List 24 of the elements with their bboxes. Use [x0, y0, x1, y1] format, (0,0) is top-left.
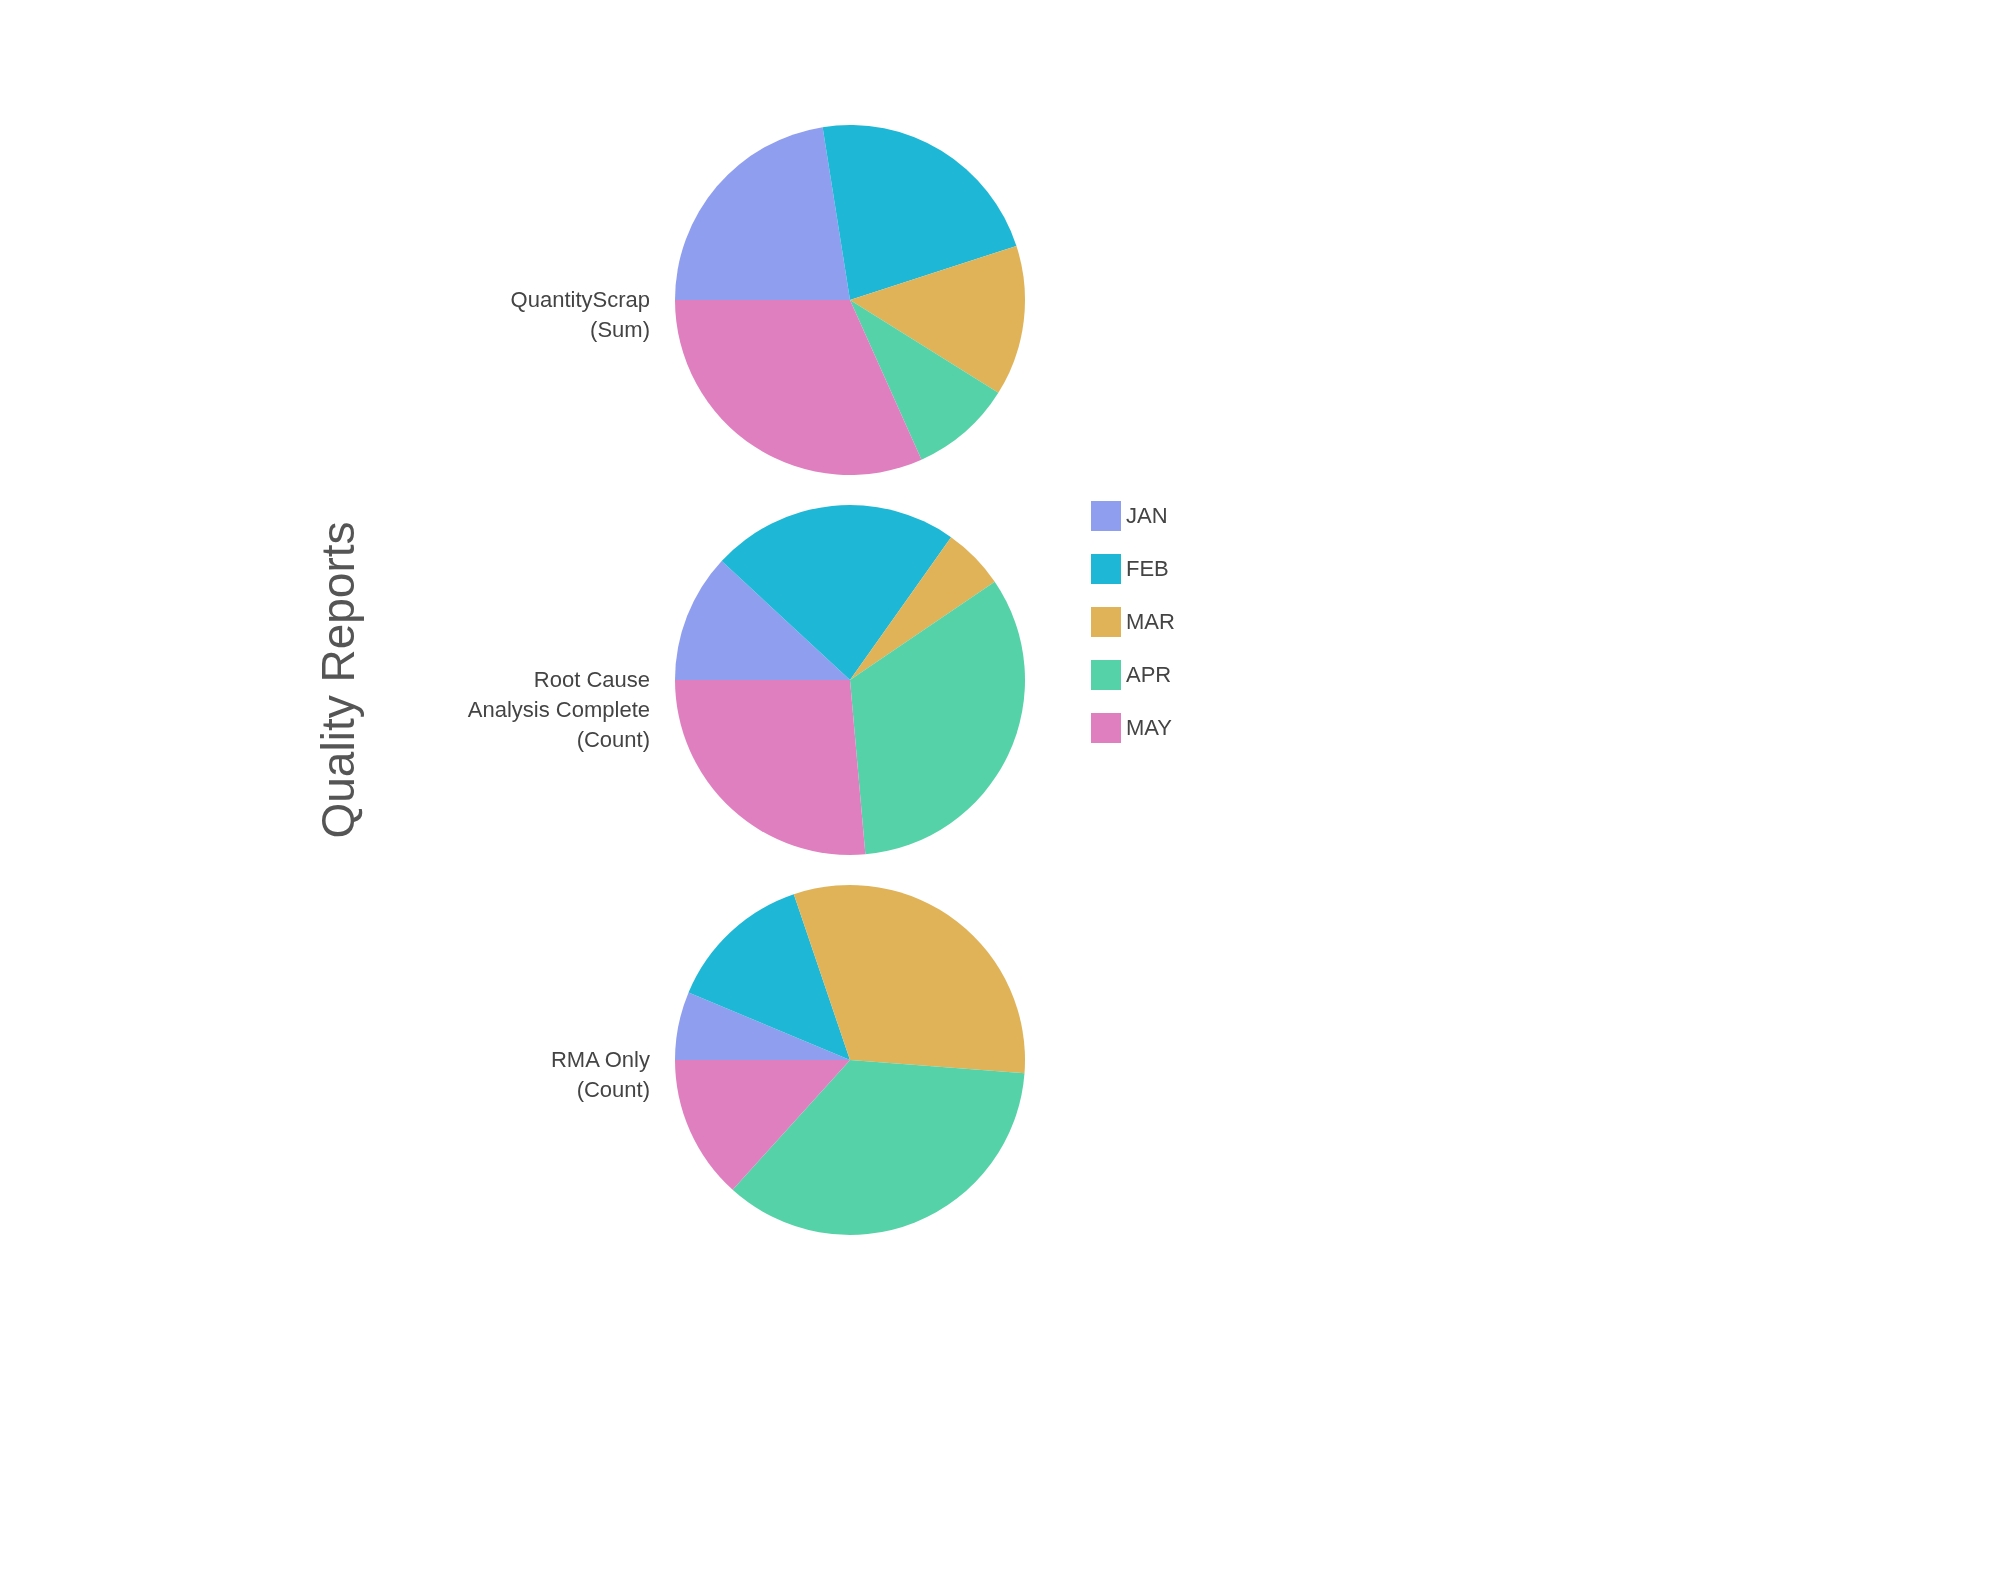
pie-slice	[793, 885, 1025, 1074]
legend-label: FEB	[1126, 556, 1169, 581]
text: Root Cause Analysis Complete (Count)	[467, 667, 650, 752]
text: QuantityScrap (Sum)	[510, 287, 650, 342]
pie-slice	[721, 505, 952, 680]
pie-slice	[850, 245, 1025, 393]
pie-slice	[850, 581, 1025, 855]
pie-slice	[850, 537, 995, 680]
legend-label: MAR	[1126, 609, 1175, 634]
pie-slice	[675, 300, 922, 475]
pie-slice	[850, 300, 999, 460]
pie-slice	[688, 894, 850, 1060]
text: Quality Reports	[312, 521, 364, 839]
pie-slice	[822, 125, 1017, 300]
legend-label: JAN	[1126, 503, 1168, 528]
pie-slice	[732, 1060, 1025, 1235]
pie-slice	[675, 127, 850, 300]
legend-label: APR	[1126, 662, 1172, 687]
pie-slice	[675, 992, 850, 1060]
text: RMA Only (Count)	[550, 1047, 650, 1102]
pie-slice	[675, 680, 866, 855]
pie-slice	[675, 1060, 850, 1190]
pie-slice	[675, 561, 850, 680]
legend-label: MAY	[1126, 715, 1173, 740]
